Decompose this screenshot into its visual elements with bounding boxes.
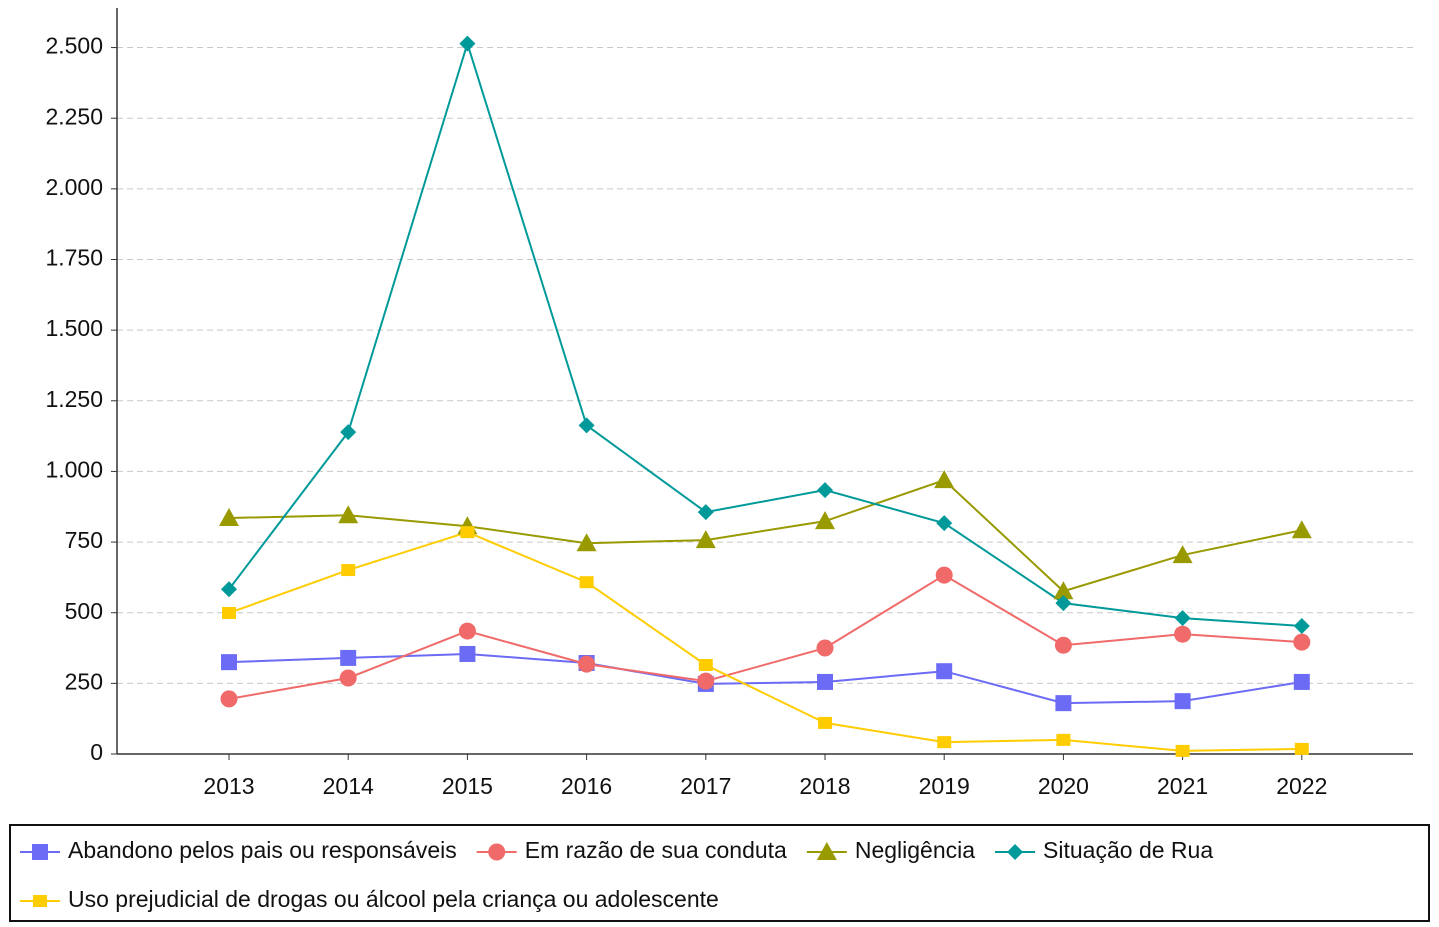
- marker: [815, 511, 835, 530]
- legend-item: Situação de Rua: [995, 837, 1213, 863]
- marker: [1291, 520, 1312, 539]
- marker: [1174, 610, 1191, 627]
- marker: [817, 482, 833, 499]
- marker: [934, 470, 955, 489]
- marker: [340, 424, 357, 441]
- marker: [579, 576, 594, 589]
- marker: [1055, 695, 1072, 712]
- marker: [1293, 633, 1311, 651]
- marker: [1174, 693, 1191, 710]
- marker: [937, 736, 952, 749]
- marker: [578, 655, 596, 673]
- marker: [1174, 625, 1192, 643]
- marker: [816, 639, 834, 657]
- marker: [578, 417, 595, 434]
- x-tick-label: 2016: [561, 773, 612, 799]
- x-tick-label: 2014: [323, 773, 374, 799]
- marker: [576, 533, 597, 552]
- marker: [459, 645, 476, 662]
- series-line: [228, 573, 1302, 700]
- marker: [697, 504, 714, 521]
- marker: [936, 515, 953, 532]
- marker: [816, 842, 837, 860]
- y-tick-label: 1.250: [45, 386, 103, 412]
- marker: [222, 606, 236, 619]
- marker: [695, 530, 716, 549]
- y-tick-label: 500: [65, 598, 103, 624]
- y-tick-label: 1.500: [45, 315, 103, 341]
- marker: [1172, 545, 1193, 564]
- y-tick-label: 250: [65, 668, 103, 694]
- y-tick-label: 2.500: [45, 33, 103, 59]
- x-tick-label: 2017: [680, 773, 731, 799]
- x-tick-label: 2015: [442, 773, 493, 799]
- legend-item: Em razão de sua conduta: [476, 837, 787, 863]
- marker: [339, 669, 357, 687]
- marker: [32, 844, 48, 860]
- marker: [1294, 742, 1309, 755]
- legend-label: Negligência: [855, 837, 975, 863]
- legend-item: Negligência: [806, 837, 975, 863]
- marker: [221, 581, 237, 598]
- marker: [221, 654, 237, 671]
- series-line: [228, 652, 1302, 705]
- marker: [1053, 581, 1074, 600]
- y-tick-label: 750: [65, 527, 103, 553]
- y-tick-label: 2.250: [45, 103, 103, 129]
- marker: [1007, 844, 1024, 860]
- marker: [697, 672, 715, 690]
- y-tick-label: 2.000: [45, 174, 103, 200]
- legend-label: Situação de Rua: [1043, 837, 1213, 863]
- marker: [936, 663, 953, 680]
- marker: [1054, 636, 1072, 654]
- series-line: [228, 40, 1302, 627]
- marker: [338, 505, 359, 524]
- legend-box: [9, 824, 1430, 922]
- marker: [935, 566, 953, 584]
- x-tick-label: 2018: [799, 773, 850, 799]
- marker: [1293, 617, 1310, 634]
- x-tick-label: 2022: [1276, 773, 1327, 799]
- marker: [220, 690, 238, 708]
- legend-item: Uso prejudicial de drogas ou álcool pela…: [20, 886, 719, 912]
- y-tick-label: 0: [90, 739, 103, 765]
- marker: [817, 673, 833, 690]
- marker: [698, 658, 713, 671]
- legend-item: Abandono pelos pais ou responsáveis: [20, 837, 457, 863]
- marker: [1055, 595, 1072, 612]
- x-tick-label: 2013: [203, 773, 254, 799]
- marker: [340, 649, 357, 666]
- marker: [1293, 673, 1310, 690]
- y-tick-label: 1.000: [45, 457, 103, 483]
- marker: [1175, 744, 1190, 757]
- marker: [488, 843, 506, 861]
- legend-label: Em razão de sua conduta: [525, 837, 787, 863]
- marker: [460, 526, 475, 539]
- marker: [33, 895, 47, 907]
- marker: [818, 716, 832, 729]
- marker: [458, 622, 476, 640]
- marker: [219, 508, 239, 527]
- legend-label: Uso prejudicial de drogas ou álcool pela…: [68, 886, 719, 912]
- legend-label: Abandono pelos pais ou responsáveis: [68, 837, 457, 863]
- marker: [341, 564, 356, 577]
- series-line: [228, 479, 1303, 593]
- x-tick-label: 2021: [1157, 773, 1208, 799]
- marker: [1056, 733, 1071, 746]
- x-tick-label: 2020: [1038, 773, 1089, 799]
- x-tick-label: 2019: [919, 773, 970, 799]
- y-tick-label: 1.750: [45, 245, 103, 271]
- marker: [459, 35, 476, 52]
- series-line: [228, 531, 1302, 752]
